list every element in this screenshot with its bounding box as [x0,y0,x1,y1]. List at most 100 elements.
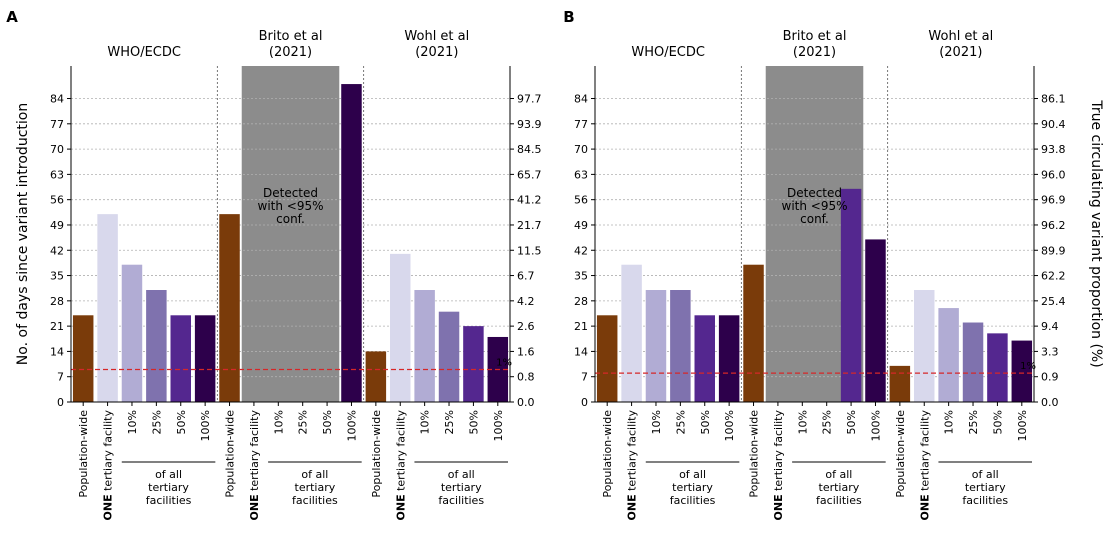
x-tick-label: 10% [126,410,139,434]
group-label: Brito et al (2021) [783,29,847,60]
bracket-label: of all tertiary facilities [670,468,716,507]
right-tick-label: 6.7 [517,270,535,283]
y-tick-label: 14 [50,345,64,358]
panel-label: A [6,8,18,26]
right-tick-label: 9.4 [1041,320,1059,333]
bracket-label: of all tertiary facilities [962,468,1008,507]
y-tick-label: 77 [574,118,588,131]
x-tick-label: 50% [321,410,334,434]
bar [170,315,191,402]
y-tick-label: 56 [574,194,588,207]
right-tick-label: 90.4 [1041,118,1066,131]
y-tick-label: 21 [574,320,588,333]
right-tick-label: 96.0 [1041,168,1066,181]
x-tick-label: Population-wide [370,410,383,498]
right-tick-label: 65.7 [517,168,542,181]
x-tick-label: Population-wide [224,410,237,498]
bar [865,239,886,402]
y-tick-label: 63 [50,168,64,181]
y-tick-label: 42 [574,244,588,257]
x-tick-label: 100% [492,410,505,441]
right-tick-label: 21.7 [517,219,542,232]
bracket-label: of all tertiary facilities [292,468,338,507]
y-tick-label: 49 [574,219,588,232]
shaded-region [241,66,340,402]
bar [194,315,216,402]
x-tick-label: Population-wide [748,410,761,498]
group-label: WHO/ECDC [631,45,705,60]
right-tick-label: 62.2 [1041,270,1066,283]
bar [670,290,691,402]
bar [341,84,362,402]
y-tick-label: 0 [57,396,64,409]
x-tick-label: 25% [297,410,310,434]
group-label: WHO/ECDC [107,45,181,60]
right-tick-label: 0.0 [517,396,535,409]
bar [121,264,143,402]
y-tick-label: 84 [50,93,64,106]
bar [694,315,715,402]
bar [889,365,911,402]
y-tick-label: 28 [574,295,588,308]
right-tick-label: 93.8 [1041,143,1066,156]
x-tick-label: 10% [650,410,663,434]
right-tick-label: 25.4 [1041,295,1066,308]
x-tick-label: 10% [419,410,432,434]
y-tick-label: 7 [581,371,588,384]
right-tick-label: 93.9 [517,118,542,131]
x-tick-label: 100% [1016,410,1029,441]
bar [463,326,484,402]
y-tick-label: 14 [574,345,588,358]
bracket-label: of all tertiary facilities [816,468,862,507]
y-tick-label: 7 [57,371,64,384]
x-tick-label: 50% [991,410,1004,434]
y-tick-label: 63 [574,168,588,181]
y-tick-label: 49 [50,219,64,232]
bar [914,290,935,402]
bracket-label: of all tertiary facilities [438,468,484,507]
y-tick-label: 77 [50,118,64,131]
x-tick-label: 50% [699,410,712,434]
x-tick-label: 50% [845,410,858,434]
bar [743,264,764,402]
y-tick-label: 70 [574,143,588,156]
right-tick-label: 97.7 [517,93,542,106]
right-tick-label: 2.6 [517,320,535,333]
x-tick-label: 100% [869,410,882,441]
right-axis-title: True circulating variant proportion (%) [1088,99,1104,367]
y-tick-label: 35 [50,270,64,283]
shaded-text: Detected with <95% conf. [258,186,324,226]
right-tick-label: 0.8 [517,371,535,384]
bar [962,322,984,402]
bar [987,333,1008,402]
threshold-label: 1% [496,357,512,368]
x-tick-label: 10% [272,410,285,434]
bar [840,188,862,402]
y-axis-title: No. of days since variant introduction [15,103,31,365]
bar [621,264,642,402]
bar [438,311,460,402]
bar [718,315,740,402]
x-tick-label: 25% [443,410,456,434]
right-tick-label: 96.2 [1041,219,1066,232]
bar [938,308,959,402]
y-tick-label: 56 [50,194,64,207]
x-tick-label: 100% [199,410,212,441]
right-tick-label: 1.6 [517,345,535,358]
x-tick-label: Population-wide [77,410,90,498]
x-tick-label: ONE tertiary facility [918,410,931,521]
x-tick-label: 25% [821,410,834,434]
y-tick-label: 35 [574,270,588,283]
y-tick-label: 21 [50,320,64,333]
x-tick-label: ONE tertiary facility [248,410,261,521]
group-label: Wohl et al (2021) [404,29,469,60]
right-tick-label: 0.0 [1041,396,1059,409]
y-tick-label: 0 [581,396,588,409]
x-tick-label: 50% [467,410,480,434]
bar [97,214,118,402]
bar [72,315,94,402]
bar [414,290,435,402]
y-tick-label: 84 [574,93,588,106]
y-tick-label: 70 [50,143,64,156]
